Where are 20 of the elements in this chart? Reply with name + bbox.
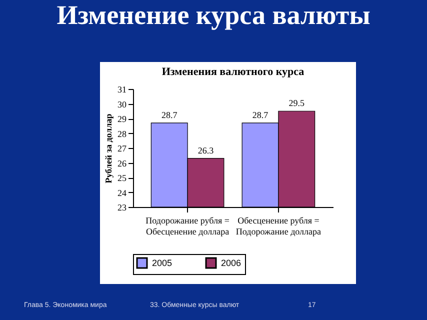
legend-label: 2006 bbox=[221, 258, 242, 268]
y-tick-label: 24 bbox=[118, 188, 127, 198]
y-tick-label: 30 bbox=[118, 99, 127, 110]
chart-subtitle: Изменения валютного курса bbox=[162, 66, 305, 78]
legend-label: 2005 bbox=[152, 258, 172, 268]
y-tick-label: 31 bbox=[118, 84, 126, 94]
x-tick-label: Подорожание рубля = Обесценение доллара bbox=[146, 216, 230, 236]
chart-title: Изменение курса валюты bbox=[56, 0, 372, 30]
data-label: 26.3 bbox=[198, 145, 214, 156]
y-tick-label: 28 bbox=[118, 128, 127, 139]
data-label: 28.7 bbox=[161, 110, 178, 120]
data-label: 28.7 bbox=[252, 110, 269, 120]
data-label: 29.5 bbox=[288, 98, 306, 108]
y-tick-label: 25 bbox=[118, 173, 127, 183]
y-tick-label: 29 bbox=[118, 114, 127, 124]
y-tick-label: 23 bbox=[118, 202, 127, 212]
y-tick-label: 26 bbox=[118, 158, 127, 168]
y-axis-title: Рублей за доллар bbox=[104, 114, 114, 184]
x-tick-label: Обесценение рубля = Подорожание доллара bbox=[236, 216, 322, 236]
y-tick-label: 27 bbox=[118, 144, 127, 154]
